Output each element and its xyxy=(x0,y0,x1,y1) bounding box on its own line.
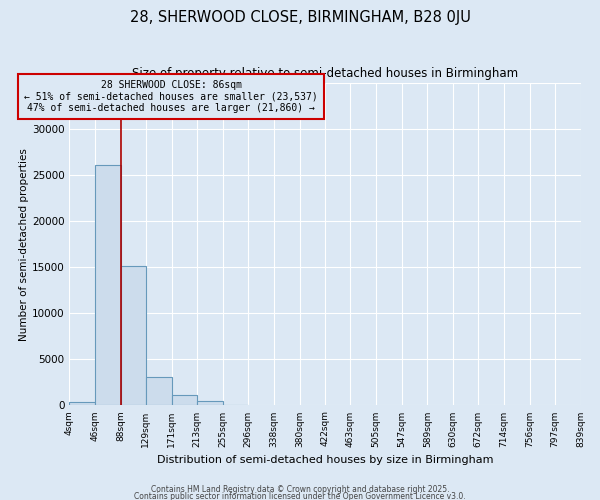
Text: Contains public sector information licensed under the Open Government Licence v3: Contains public sector information licen… xyxy=(134,492,466,500)
Bar xyxy=(146,377,172,406)
Y-axis label: Number of semi-detached properties: Number of semi-detached properties xyxy=(19,148,29,340)
Bar xyxy=(197,401,223,406)
Bar xyxy=(172,396,197,406)
Text: Contains HM Land Registry data © Crown copyright and database right 2025.: Contains HM Land Registry data © Crown c… xyxy=(151,486,449,494)
Text: 28 SHERWOOD CLOSE: 86sqm
← 51% of semi-detached houses are smaller (23,537)
47% : 28 SHERWOOD CLOSE: 86sqm ← 51% of semi-d… xyxy=(24,80,318,114)
Title: Size of property relative to semi-detached houses in Birmingham: Size of property relative to semi-detach… xyxy=(132,68,518,80)
Text: 28, SHERWOOD CLOSE, BIRMINGHAM, B28 0JU: 28, SHERWOOD CLOSE, BIRMINGHAM, B28 0JU xyxy=(130,10,470,25)
Bar xyxy=(70,402,95,406)
Bar xyxy=(223,404,248,406)
Bar xyxy=(95,165,121,406)
X-axis label: Distribution of semi-detached houses by size in Birmingham: Distribution of semi-detached houses by … xyxy=(157,455,493,465)
Bar xyxy=(121,266,146,406)
